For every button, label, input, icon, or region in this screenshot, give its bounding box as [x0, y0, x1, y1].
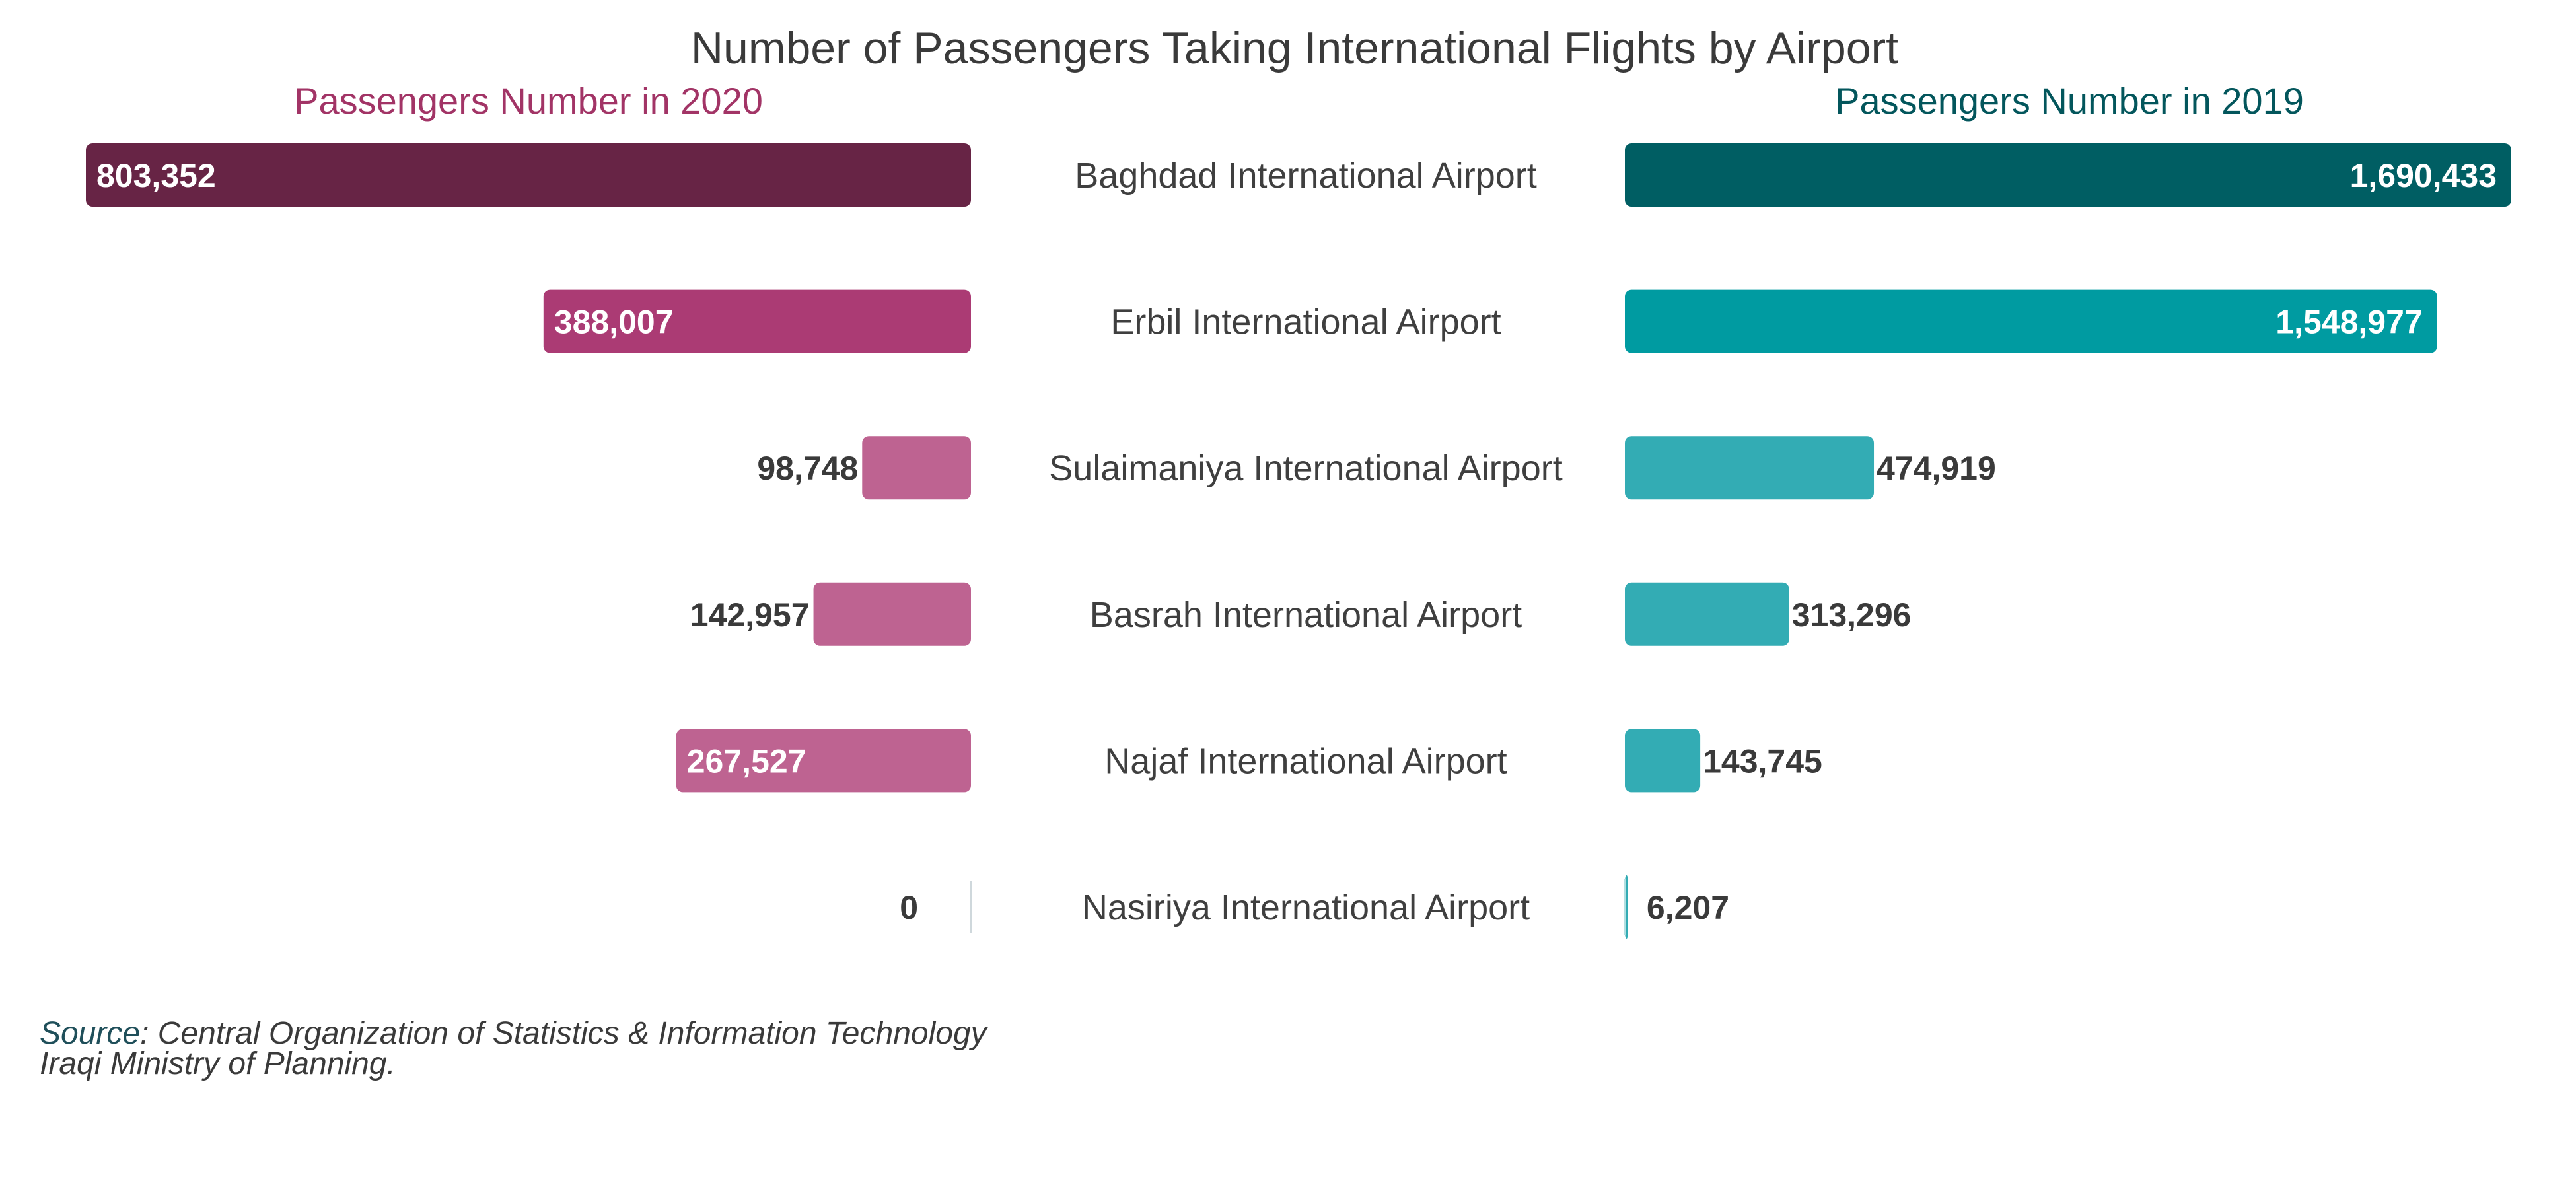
bar-2019 — [1625, 143, 2511, 207]
source-note-line2: Iraqi Ministry of Planning. — [40, 1046, 396, 1081]
bar-2019 — [1625, 729, 1701, 793]
bar-2020 — [862, 436, 971, 500]
value-label-2019: 313,296 — [1792, 596, 1912, 633]
value-label-2020: 267,527 — [687, 742, 806, 779]
category-label: Erbil International Airport — [1110, 303, 1501, 342]
chart-title: Number of Passengers Taking Internationa… — [691, 23, 1898, 73]
series-title-2019: Passengers Number in 2019 — [1835, 80, 2304, 122]
source-prefix: Source — [40, 1016, 140, 1051]
value-label-2020: 142,957 — [690, 596, 810, 633]
category-label: Nasiriya International Airport — [1082, 888, 1530, 927]
series-title-2020: Passengers Number in 2020 — [294, 80, 763, 122]
category-label: Najaf International Airport — [1104, 741, 1507, 781]
category-label: Baghdad International Airport — [1075, 156, 1537, 196]
value-label-2019: 1,548,977 — [2275, 304, 2422, 341]
value-label-2019: 1,690,433 — [2350, 157, 2497, 194]
value-label-2020: 0 — [900, 889, 918, 926]
value-label-2019: 143,745 — [1703, 742, 1822, 779]
bar-2019 — [1625, 289, 2437, 353]
source-note-line1: Source: Central Organization of Statisti… — [40, 1016, 989, 1051]
value-label-2020: 98,748 — [757, 450, 858, 487]
bar-2020 — [86, 143, 971, 207]
bar-2019 — [1625, 436, 1875, 500]
value-label-2019: 6,207 — [1647, 889, 1729, 926]
category-label: Basrah International Airport — [1090, 595, 1522, 635]
value-label-2020: 388,007 — [554, 304, 674, 341]
bar-2020 — [543, 289, 971, 353]
value-label-2019: 474,919 — [1877, 450, 1996, 487]
value-label-2020: 803,352 — [96, 157, 216, 194]
bar-2020 — [813, 582, 971, 646]
bar-2019 — [1625, 582, 1789, 646]
source-line1: : Central Organization of Statistics & I… — [140, 1016, 989, 1051]
bars-group: Baghdad International Airport 803,352 1,69… — [86, 143, 2511, 939]
category-label: Sulaimaniya International Airport — [1049, 449, 1562, 488]
bar-2020 — [676, 729, 971, 793]
